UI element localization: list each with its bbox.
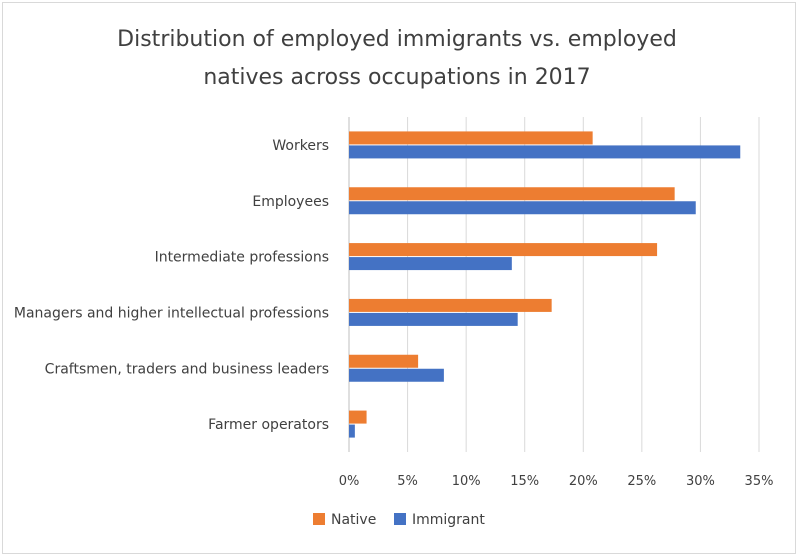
- chart-title-line-1: Distribution of employed immigrants vs. …: [117, 27, 677, 52]
- x-tick-labels: 0% 5% 10% 15% 20% 25% 30% 35%: [339, 474, 774, 489]
- legend: Native Immigrant: [313, 512, 485, 528]
- chart-title-line-2: natives across occupations in 2017: [203, 65, 590, 90]
- x-tick-label: 25%: [627, 474, 656, 489]
- bar-native-craftsmen-traders-and-business-leaders: [349, 354, 419, 368]
- category-label-employees: Employees: [252, 194, 329, 210]
- gridlines: [348, 117, 760, 452]
- bar-immigrant-intermediate-professions: [349, 257, 512, 271]
- legend-swatch-immigrant: [394, 513, 406, 525]
- bar-immigrant-craftsmen-traders-and-business-leaders: [349, 368, 444, 382]
- x-tick-label: 35%: [745, 474, 774, 489]
- bar-native-employees: [349, 187, 675, 201]
- bar-native-managers-and-higher-intellectual-professions: [349, 298, 552, 312]
- legend-label-immigrant: Immigrant: [412, 512, 485, 528]
- category-label-intermediate-professions: Intermediate professions: [155, 250, 329, 266]
- bars: [349, 131, 741, 438]
- legend-label-native: Native: [331, 512, 376, 528]
- bar-native-workers: [349, 131, 593, 145]
- x-tick-label: 15%: [510, 474, 539, 489]
- category-labels: Workers Employees Intermediate professions…: [14, 138, 329, 433]
- x-tick-label: 20%: [569, 474, 598, 489]
- category-label-farmer-operators: Farmer operators: [208, 417, 329, 433]
- bar-native-farmer-operators: [349, 410, 367, 424]
- x-tick-label: 0%: [339, 474, 360, 489]
- bar-immigrant-farmer-operators: [349, 424, 355, 438]
- bar-immigrant-managers-and-higher-intellectual-professions: [349, 312, 518, 326]
- category-label-workers: Workers: [272, 138, 329, 154]
- x-tick-label: 30%: [686, 474, 715, 489]
- x-tick-label: 10%: [452, 474, 481, 489]
- x-tick-label: 5%: [397, 474, 418, 489]
- legend-swatch-native: [313, 513, 325, 525]
- bar-immigrant-workers: [349, 145, 741, 159]
- category-label-craftsmen-traders-and-business-leaders: Craftsmen, traders and business leaders: [45, 361, 329, 377]
- category-label-managers-and-higher-intellectual-professions: Managers and higher intellectual profess…: [14, 305, 329, 321]
- bar-immigrant-employees: [349, 201, 696, 215]
- bar-native-intermediate-professions: [349, 243, 658, 257]
